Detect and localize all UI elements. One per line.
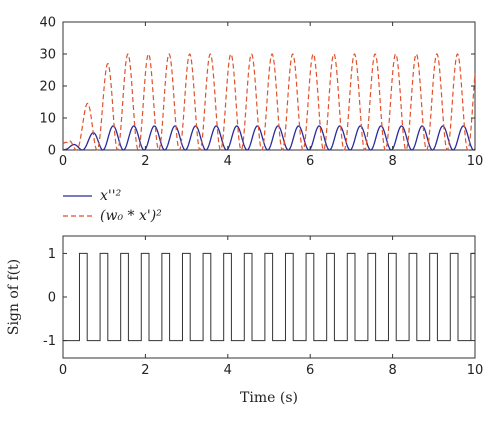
bottom-x-axis-label: Time (s) [240,390,298,406]
y-tick-label: 10 [39,112,56,127]
x-tick-label: 10 [467,363,484,378]
bottom-x-ticks: 0 2 4 6 8 10 [59,236,483,378]
x-tick-label: 0 [59,363,67,378]
y-tick-label: 1 [48,247,56,262]
legend: x''² (w₀ * x')² [63,188,162,224]
y-tick-label: 0 [48,144,56,159]
top-y-ticks: 0 10 20 30 40 [39,16,475,159]
x-tick-label: 10 [467,154,484,169]
series-x-double-prime-squared [62,125,476,151]
x-tick-label: 4 [224,363,232,378]
legend-label-x-double-prime: x''² [100,188,122,204]
bottom-plot-frame [62,235,476,359]
y-tick-label: -1 [43,334,56,349]
x-tick-label: 6 [306,363,314,378]
bottom-y-axis-label: Sign of f(t) [6,259,22,335]
y-tick-label: 20 [39,80,56,95]
y-tick-label: 0 [48,291,56,306]
x-tick-label: 8 [388,363,396,378]
x-tick-label: 6 [306,154,314,169]
bottom-plot: 0 2 4 6 8 10 -101 Sign of f(t) Time (s) [6,235,483,406]
series-w0-x-prime-squared [62,53,476,151]
x-tick-label: 2 [141,363,149,378]
top-plot-frame [62,21,476,151]
legend-label-w0-x-prime: (w₀ * x')² [100,208,162,224]
x-tick-label: 8 [388,154,396,169]
x-tick-label: 4 [224,154,232,169]
bottom-y-ticks: -1 0 1 [43,247,475,349]
top-plot: 0 2 4 6 8 10 0 10 20 30 40 [39,16,483,170]
y-tick-label: 30 [39,48,56,63]
top-x-ticks: 0 2 4 6 8 10 [59,22,483,169]
y-tick-label: 40 [39,16,56,31]
series-sign [63,252,475,342]
x-tick-label: 0 [59,154,67,169]
x-tick-label: 2 [141,154,149,169]
